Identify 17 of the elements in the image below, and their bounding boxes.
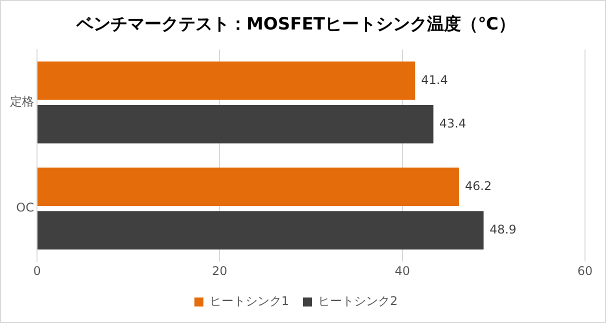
bar: [38, 211, 484, 250]
x-tick-label: 60: [577, 264, 593, 278]
data-label: 48.9: [490, 222, 516, 236]
bar: [38, 62, 416, 100]
bar: [38, 105, 434, 144]
x-tick-label: 40: [394, 264, 410, 278]
x-tick-label: 20: [212, 264, 228, 278]
data-label: 43.4: [439, 116, 466, 130]
bar: [38, 168, 459, 206]
legend-label: ヒートシンク2: [318, 294, 398, 308]
y-tick-label: OC: [16, 200, 34, 215]
legend-label: ヒートシンク1: [209, 294, 290, 308]
data-label: 46.2: [464, 178, 492, 193]
y-tick-label: 定格: [10, 94, 34, 109]
x-tick-label: 0: [33, 264, 41, 278]
data-label: 41.4: [421, 72, 448, 87]
chart-title: ベンチマークテスト：MOSFETヒートシンク温度（℃）: [75, 14, 516, 35]
